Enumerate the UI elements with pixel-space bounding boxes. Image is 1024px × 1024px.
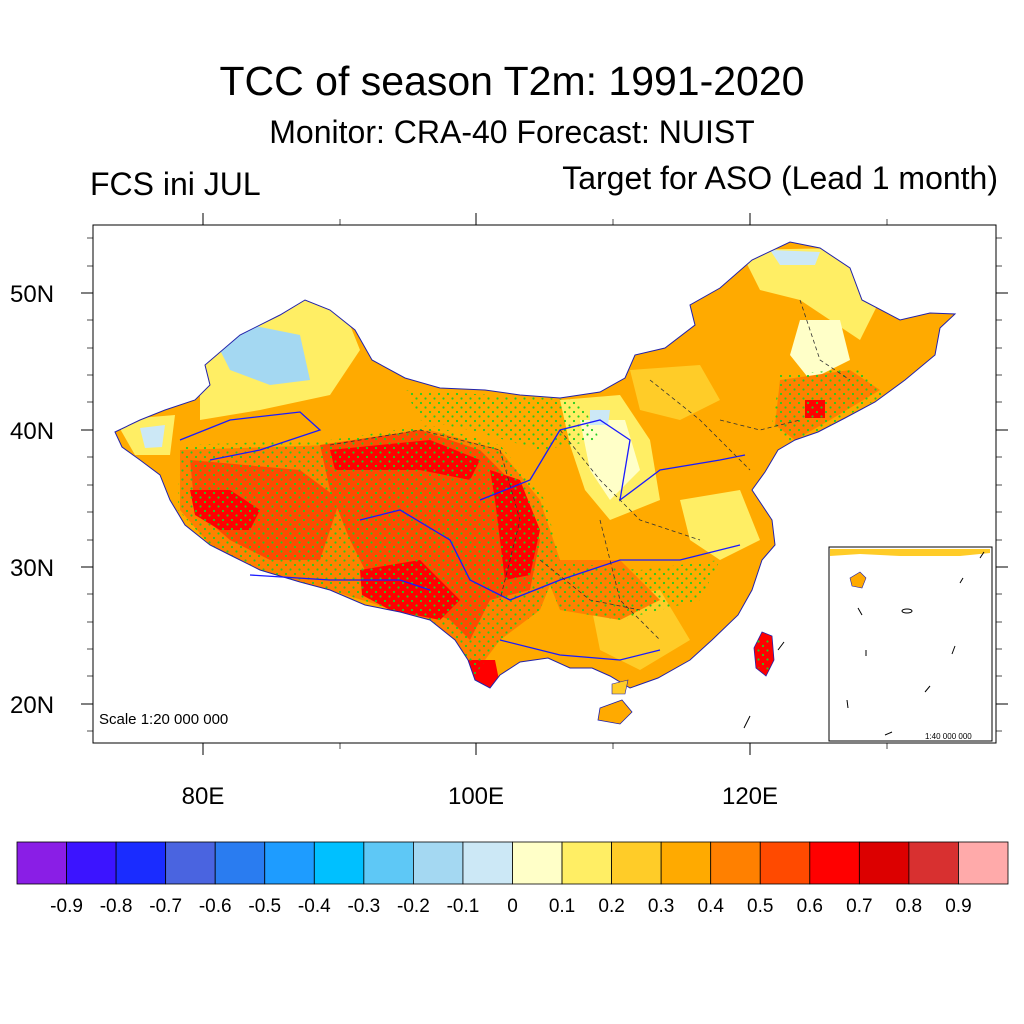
target-label: Target for ASO (Lead 1 month): [562, 160, 998, 196]
inset-scale-label: 1:40 000 000: [925, 732, 972, 741]
colorbar-tick-label: 0.6: [796, 896, 824, 917]
lat-label-40n: 40N: [10, 418, 55, 445]
colorbar-box: [313, 841, 365, 885]
colorbar-tick-label: 0: [507, 896, 518, 917]
yellow-river: [479, 419, 746, 502]
colorbar-box: [710, 841, 761, 885]
lat-label-20n: 20N: [10, 692, 55, 719]
colorbar-box: [759, 841, 811, 885]
colorbar-tick-label: 0.4: [697, 896, 724, 917]
south-china-sea-inset: [828, 546, 993, 742]
colorbar-tick-label: -0.9: [50, 896, 83, 917]
colorbar-tick-label: 0.2: [598, 896, 625, 917]
colorbar-tick-label: 0.1: [548, 896, 576, 917]
pearl-river: [499, 639, 661, 661]
chart-subtitle: Monitor: CRA-40 Forecast: NUIST: [269, 114, 755, 150]
colorbar-tick-label: 0.9: [945, 896, 972, 917]
colorbar-box: [512, 841, 563, 885]
colorbar-box: [561, 841, 612, 885]
lon-label-80e: 80E: [181, 783, 225, 810]
colorbar-tick-label: 0.7: [846, 896, 873, 917]
tarim-river: [179, 411, 322, 461]
leizhou-peninsula: [611, 679, 629, 695]
colorbar-box: [214, 841, 266, 885]
colorbar-box: [165, 841, 216, 885]
colorbar-box: [412, 841, 464, 885]
colorbar-tick-label: 0.8: [895, 896, 923, 917]
colorbar-box: [858, 841, 910, 885]
yangtze-river: [359, 509, 741, 601]
rivers: [179, 411, 746, 661]
colorbar-box: [66, 841, 117, 885]
lon-label-120e: 120E: [721, 783, 779, 810]
axis-minor-ticks: [87, 219, 1002, 749]
init-label: FCS ini JUL: [90, 166, 261, 202]
colorbar-tick-label: -0.4: [297, 896, 331, 917]
colorbar-tick-label: -0.8: [99, 896, 133, 917]
hainan-island: [597, 699, 633, 725]
scale-label: Scale 1:20 000 000: [99, 711, 229, 728]
colorbar: [16, 841, 1009, 885]
colorbar-tick-label: -0.2: [397, 896, 430, 917]
colorbar-box: [908, 841, 959, 885]
colorbar-box: [809, 841, 860, 885]
colorbar-tick-label: 0.5: [747, 896, 774, 917]
lon-label-100e: 100E: [447, 783, 505, 810]
colorbar-box: [611, 841, 662, 885]
colorbar-tick-label: -0.6: [198, 896, 232, 917]
colorbar-box: [462, 841, 513, 885]
colorbar-box: [363, 841, 414, 885]
axis-ticks: [81, 213, 1008, 755]
colorbar-tick-label: -0.5: [248, 896, 282, 917]
colorbar-box: [660, 841, 712, 885]
nine-dash-main: [743, 641, 785, 729]
colorbar-box: [16, 841, 67, 885]
colorbar-box: [958, 841, 1009, 885]
lat-label-30n: 30N: [10, 555, 55, 582]
colorbar-tick-label: 0.3: [647, 896, 675, 917]
colorbar-tick-label: -0.7: [149, 896, 183, 917]
chart-title: TCC of season T2m: 1991-2020: [219, 58, 805, 104]
province-borders: [329, 299, 851, 641]
yarlung-river: [249, 574, 431, 591]
taiwan-stipple: [755, 640, 770, 670]
colorbar-box: [115, 841, 167, 885]
colorbar-tick-label: -0.1: [446, 896, 480, 917]
colorbar-box: [264, 841, 315, 885]
colorbar-tick-label: -0.3: [347, 896, 381, 917]
lat-label-50n: 50N: [10, 281, 55, 308]
